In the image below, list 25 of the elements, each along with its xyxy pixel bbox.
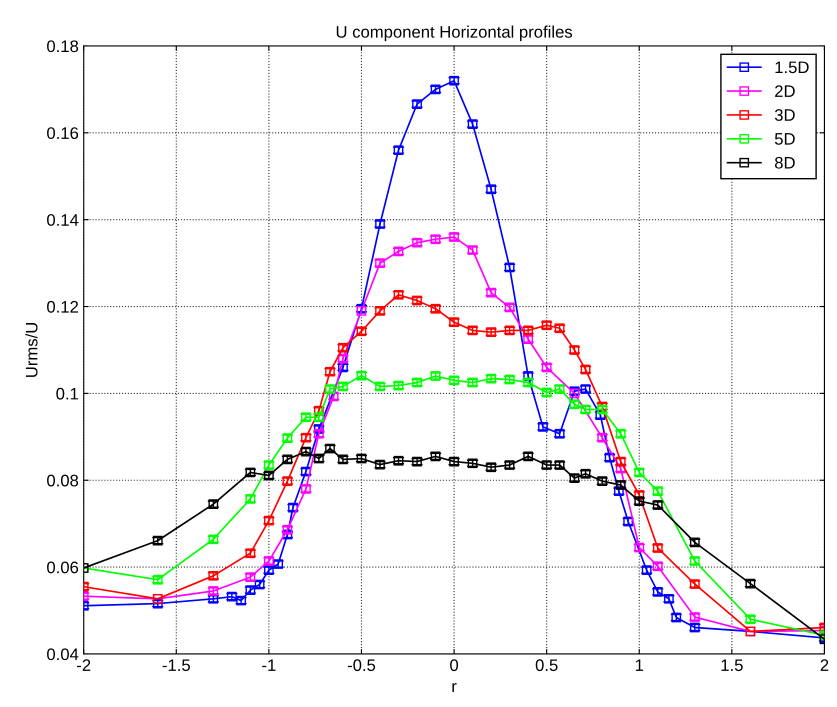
x-tick-label: -2 [77,659,90,671]
y-tick-label: 0.14 [47,214,78,226]
y-axis-title: Urms/U [25,323,38,377]
y-tick-label: 0.1 [56,388,78,400]
y-tick-label: 0.06 [47,562,78,574]
legend-label: 1.5D [776,62,809,74]
y-tick-label: 0.18 [47,40,78,52]
legend-label: 3D [774,109,795,121]
x-tick-label: 0.5 [536,659,558,672]
y-tick-label: 0.12 [47,300,78,313]
y-tick-label: 0.08 [47,474,78,486]
x-tick-label: 0 [450,659,458,672]
y-tick-label: 0.16 [47,127,78,140]
y-tick-label: 0.04 [47,648,78,660]
x-tick-label: 1 [636,659,644,671]
legend-label: 2D [775,85,795,97]
x-tick-label: -1.5 [162,659,190,672]
legend-label: 8D [774,156,795,169]
x-tick-label: 2 [820,659,828,671]
x-tick-label: -0.5 [348,659,376,672]
x-tick-label: 1.5 [722,659,743,672]
chart-title: U component Horizontal profiles [336,26,572,42]
x-axis-title: r [452,683,457,692]
x-tick-label: -1 [262,659,276,671]
legend-label: 5D [774,133,795,145]
